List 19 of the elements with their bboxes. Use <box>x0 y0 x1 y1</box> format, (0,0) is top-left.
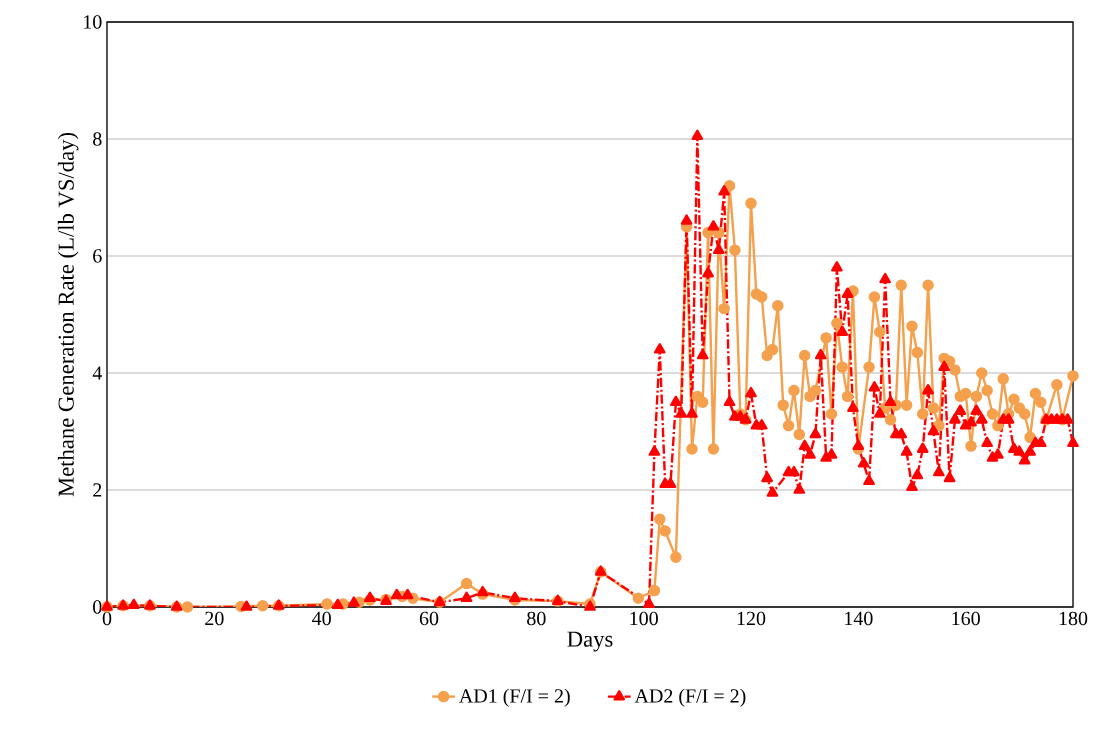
x-tick-label: 160 <box>952 611 980 626</box>
legend-label: AD2 (F/I = 2) <box>634 688 746 707</box>
y-tick-label: 8 <box>93 132 102 146</box>
x-tick-label: 140 <box>845 611 873 626</box>
y-tick-label: 2 <box>93 483 102 497</box>
x-tick-label: 180 <box>1059 611 1088 626</box>
y-tick-label: 10 <box>84 15 102 29</box>
y-axis-title: Methane Generation Rate (L/lb VS/day) <box>57 132 79 497</box>
y-tick-label: 0 <box>93 600 102 614</box>
y-tick-label: 6 <box>93 249 102 263</box>
y-tick-label: 4 <box>92 366 102 380</box>
x-tick-label: 120 <box>737 611 766 626</box>
x-tick-label: 100 <box>630 611 658 626</box>
x-tick-label: 20 <box>205 611 224 626</box>
legend-label: AD1 (F/I = 2) <box>459 688 570 707</box>
x-tick-label: 40 <box>312 611 331 626</box>
x-tick-label: 60 <box>419 611 439 626</box>
x-tick-label: 80 <box>527 611 546 626</box>
x-axis-title: Days <box>567 631 613 652</box>
